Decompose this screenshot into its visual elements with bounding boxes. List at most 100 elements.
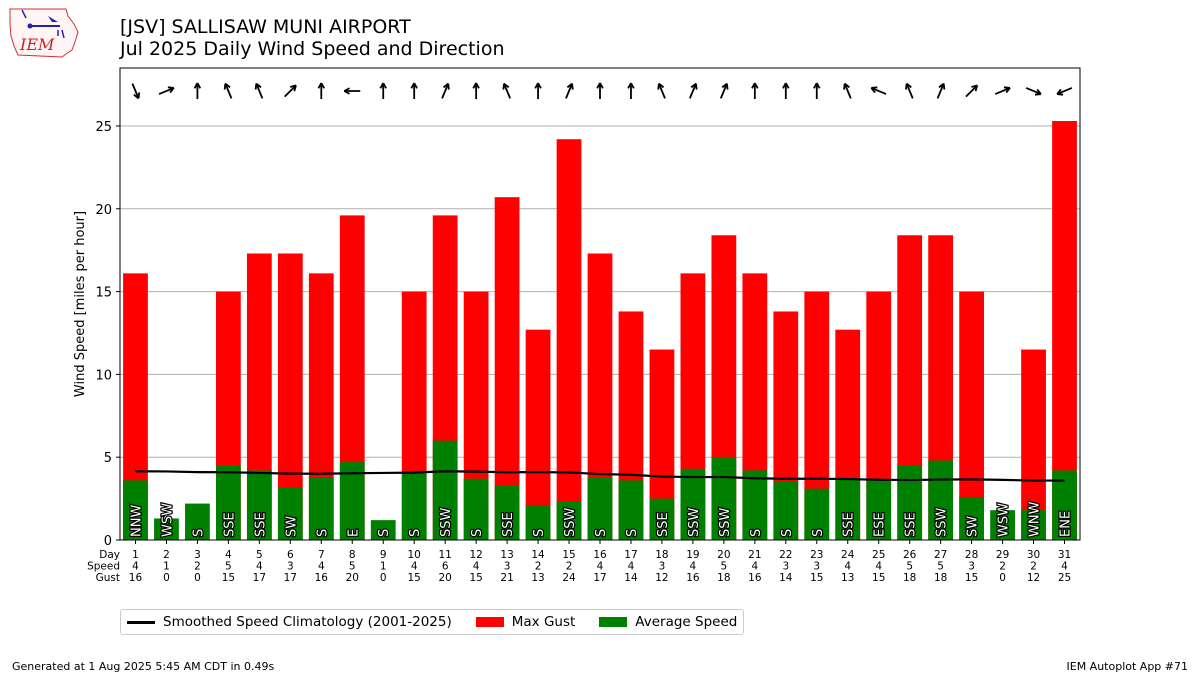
y-tick-label: 10 <box>95 368 112 383</box>
avg-speed-bar <box>432 440 458 540</box>
avg-speed-bar <box>1021 510 1046 540</box>
x-tick-label: 0 <box>194 572 201 584</box>
x-tick-label: 3 <box>504 561 511 573</box>
wind-arrow-icon <box>843 82 852 99</box>
direction-label: SSE <box>501 512 516 537</box>
gust-bar <box>525 329 551 540</box>
x-tick-label: 27 <box>934 549 947 561</box>
wind-arrow-icon <box>317 82 325 99</box>
y-tick-label: 5 <box>104 451 112 466</box>
iem-logo: IEM <box>9 8 79 58</box>
x-tick-label: 14 <box>624 572 638 584</box>
wind-arrow-icon <box>502 82 511 99</box>
x-tick-label: 3 <box>782 561 789 573</box>
direction-label: S <box>408 529 423 537</box>
wind-arrow-icon <box>813 82 821 99</box>
x-tick-label: 24 <box>562 572 576 584</box>
x-tick-label: 2 <box>566 561 573 573</box>
avg-speed-bar <box>742 470 768 540</box>
x-tick-label: 15 <box>469 572 482 584</box>
x-tick-label: 6 <box>287 549 294 561</box>
x-tick-label: 12 <box>1027 572 1040 584</box>
x-tick-label: 15 <box>810 572 823 584</box>
x-tick-label: 12 <box>655 572 668 584</box>
x-tick-label: 15 <box>222 572 235 584</box>
x-tick-label: 2 <box>999 561 1006 573</box>
wind-arrow-icon <box>379 82 387 99</box>
legend-label-gust: Max Gust <box>511 614 576 630</box>
direction-label: NNW <box>129 505 144 537</box>
wind-arrow-icon <box>596 82 604 99</box>
legend-item-average: Average Speed <box>599 614 737 630</box>
direction-label: SSW <box>687 507 702 537</box>
avg-speed-bar <box>401 473 427 540</box>
direction-label: S <box>191 529 206 537</box>
x-tick-label: 0 <box>380 572 387 584</box>
avg-speed-bar <box>556 501 582 540</box>
wind-arrow-icon <box>994 86 1011 95</box>
x-tick-label: 4 <box>844 561 851 573</box>
x-tick-label: 30 <box>1027 549 1040 561</box>
direction-label: SW <box>966 516 981 537</box>
x-tick-label: 4 <box>1061 561 1068 573</box>
avg-speed-bar <box>897 465 923 540</box>
legend-label-climatology: Smoothed Speed Climatology (2001-2025) <box>163 614 452 630</box>
avg-speed-bar <box>123 480 148 540</box>
generated-note: Generated at 1 Aug 2025 5:45 AM CDT in 0… <box>12 660 275 673</box>
wind-arrow-icon <box>565 82 574 99</box>
direction-label: S <box>780 529 795 537</box>
x-tick-label: 17 <box>253 572 266 584</box>
x-tick-label: 4 <box>690 561 697 573</box>
x-tick-label: 18 <box>655 549 668 561</box>
direction-label: S <box>470 529 485 537</box>
wind-arrow-icon <box>936 82 946 99</box>
wind-arrow-icon <box>782 82 790 99</box>
x-tick-label: 9 <box>380 549 387 561</box>
direction-label: S <box>315 529 330 537</box>
x-tick-label: 13 <box>841 572 854 584</box>
x-tick-label: 2 <box>1030 561 1037 573</box>
wind-arrow-icon <box>1025 87 1042 96</box>
x-tick-label: 15 <box>872 572 885 584</box>
y-tick-label: 15 <box>95 286 112 301</box>
x-tick-label: 6 <box>442 561 449 573</box>
x-tick-label: 23 <box>810 549 823 561</box>
avg-speed-bar <box>339 462 365 540</box>
wind-arrow-icon <box>965 84 979 98</box>
direction-label: E <box>346 529 361 537</box>
x-tick-label: 2 <box>163 549 170 561</box>
x-tick-label: 7 <box>318 549 325 561</box>
x-tick-label: 12 <box>469 549 482 561</box>
direction-label: SSE <box>253 512 268 537</box>
wind-arrow-icon <box>284 84 297 98</box>
wind-arrow-icon <box>472 82 480 99</box>
avg-speed-bar <box>277 487 303 540</box>
avg-speed-bar <box>649 498 675 540</box>
x-tick-label: 17 <box>624 549 637 561</box>
gust-bar <box>494 197 520 540</box>
avg-speed-bar <box>680 468 706 540</box>
x-tick-label: 15 <box>965 572 978 584</box>
x-tick-label: 20 <box>717 549 730 561</box>
x-tick-label: 1 <box>132 549 139 561</box>
x-tick-label: 21 <box>748 549 761 561</box>
x-tick-label: 19 <box>686 549 699 561</box>
wind-arrow-icon <box>1056 87 1073 96</box>
x-tick-label: 24 <box>841 549 855 561</box>
x-tick-label: 13 <box>500 549 513 561</box>
gust-bar <box>1052 120 1077 540</box>
x-tick-label: 2 <box>535 561 542 573</box>
x-tick-label: 4 <box>318 561 325 573</box>
avg-speed-bar <box>587 477 613 540</box>
x-tick-label: 4 <box>132 561 139 573</box>
avg-speed-bar <box>525 505 551 540</box>
x-tick-label: 28 <box>965 549 978 561</box>
x-tick-label: 4 <box>597 561 604 573</box>
x-tick-label: 18 <box>717 572 730 584</box>
x-tick-label: 16 <box>315 572 329 584</box>
direction-label: ESE <box>873 512 888 537</box>
x-tick-label: 21 <box>500 572 513 584</box>
avg-speed-bar <box>308 477 334 540</box>
wind-arrow-icon <box>719 82 729 99</box>
